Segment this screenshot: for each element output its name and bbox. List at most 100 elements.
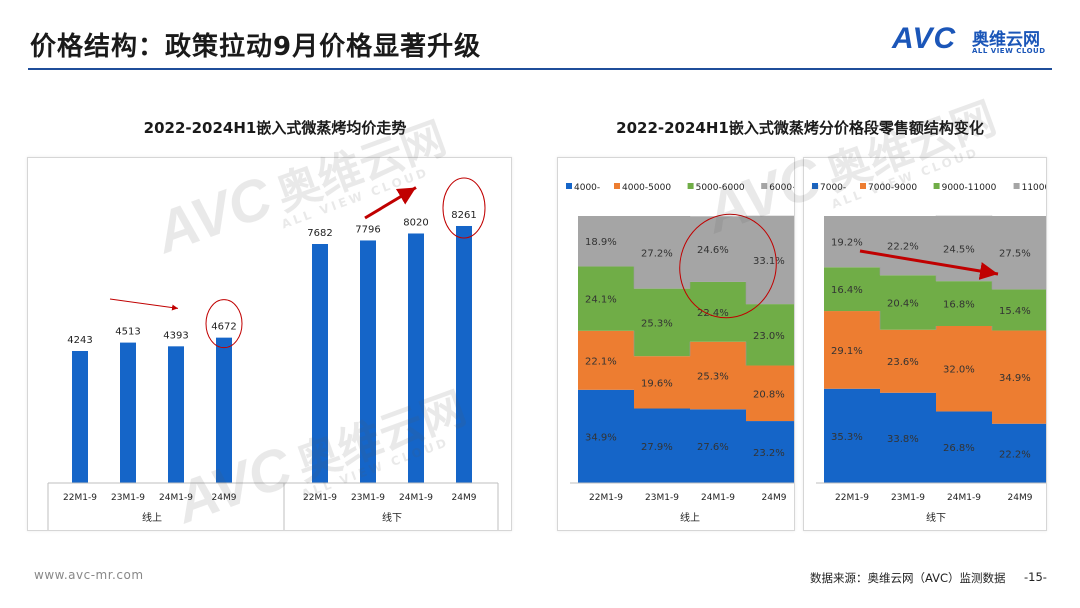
logo-avc-text: AVC: [892, 22, 957, 55]
data-label: 24.6%: [697, 245, 729, 256]
bar-segment: [634, 356, 690, 409]
bar-segment: [746, 304, 802, 366]
legend-swatch: [614, 183, 620, 189]
tick-label: 24M9: [1008, 493, 1033, 503]
data-label: 8261: [451, 210, 476, 221]
data-label: 4513: [115, 327, 140, 338]
chart2-title: 2022-2024H1嵌入式微蒸烤分价格段零售额结构变化: [616, 119, 984, 137]
bar-segment: [992, 216, 1048, 290]
data-label: 27.5%: [999, 249, 1031, 260]
data-label: 19.6%: [641, 378, 673, 389]
data-label: 7796: [355, 224, 380, 235]
bar-segment: [746, 215, 802, 305]
tick-label: 24M9: [452, 493, 477, 503]
tick-label: 23M1-9: [645, 493, 679, 503]
tick-label: 23M1-9: [111, 493, 145, 503]
bar-segment: [824, 267, 880, 312]
data-label: 29.1%: [831, 346, 863, 357]
bar-segment: [634, 288, 690, 357]
bar: [456, 225, 472, 483]
legend-label: 5000-6000: [696, 183, 745, 193]
tick-label: 24M1-9: [159, 493, 193, 503]
bar-segment: [634, 408, 690, 483]
chart1-panel: 4243 22M1-9 4513 23M1-9 4393 24M1-9 4672 24M9 线上…: [27, 157, 512, 531]
legend-swatch: [566, 183, 572, 189]
tick-label: 24M1-9: [701, 493, 735, 503]
footer-website: www.avc-mr.com: [34, 568, 144, 582]
tick-label: 23M1-9: [891, 493, 925, 503]
data-label: 20.4%: [887, 299, 919, 310]
bar-segment: [824, 216, 880, 268]
data-label: 15.4%: [999, 306, 1031, 317]
bar-segment: [746, 421, 802, 483]
data-label: 24.5%: [943, 244, 975, 255]
group-label: 线上: [142, 511, 162, 524]
bar-segment: [992, 423, 1048, 483]
bar: [120, 342, 136, 483]
trend-arrow: [109, 298, 179, 311]
avg-price-chart: 4243 22M1-9 4513 23M1-9 4393 24M1-9 4672 24M9 线上…: [47, 177, 499, 531]
highlight-circle: [442, 177, 486, 239]
bar-segment: [690, 341, 746, 410]
legend-swatch: [812, 183, 818, 189]
header-divider: [28, 68, 1052, 70]
bar-segment: [992, 289, 1048, 331]
data-label: 19.2%: [831, 238, 863, 249]
legend-swatch: [761, 183, 768, 189]
bar: [408, 233, 424, 483]
tick-label: 24M1-9: [947, 493, 981, 503]
highlight-circle: [205, 299, 243, 349]
data-label: 20.8%: [753, 389, 785, 400]
bar: [216, 337, 232, 483]
data-label: 23.0%: [753, 331, 785, 342]
legend-label: 4000-5000: [622, 183, 671, 193]
bar-segment: [578, 266, 634, 331]
bar-segment: [578, 216, 634, 267]
legend-swatch: [860, 183, 866, 189]
data-label: 7682: [307, 228, 332, 239]
tick-label: 24M9: [212, 493, 237, 503]
data-label: 27.6%: [697, 442, 729, 453]
tick-label: 24M1-9: [399, 493, 433, 503]
bar-segment: [824, 311, 880, 389]
bar: [72, 350, 88, 483]
highlight-circle: [679, 213, 777, 319]
data-label: 23.6%: [887, 357, 919, 368]
data-label: 22.1%: [585, 356, 617, 367]
data-label: 18.9%: [585, 237, 617, 248]
bar-segment: [880, 275, 936, 330]
data-label: 4243: [67, 335, 92, 346]
offline-structure-chart: 7000- 7000-9000 9000-11000 11000+ 35.3% 29.1%…: [812, 183, 1058, 524]
bar: [312, 244, 328, 483]
data-label: 8020: [403, 217, 428, 228]
bar-segment: [880, 216, 936, 276]
data-label: 22.4%: [697, 308, 729, 319]
tick-label: 22M1-9: [589, 493, 623, 503]
chart2-online-panel: 4000- 4000-5000 5000-6000 6000+ 34.9% 22.1% 24…: [557, 157, 806, 531]
bar-segment: [936, 281, 992, 327]
data-label: 34.9%: [585, 432, 617, 443]
bar-segment: [690, 281, 746, 342]
tick-label: 24M9: [762, 493, 787, 503]
bar-segment: [690, 409, 746, 483]
data-label: 33.8%: [887, 434, 919, 445]
avc-logo: AVC 奥维云网 ALL VIEW CLOUD: [892, 22, 1057, 60]
data-label: 27.2%: [641, 248, 673, 259]
bar-segment: [880, 392, 936, 483]
footer-source: 数据来源：奥维云网（AVC）监测数据: [810, 571, 1006, 585]
bar-segment: [992, 330, 1048, 424]
legend-label: 4000-: [574, 183, 600, 193]
legend-swatch: [687, 183, 694, 189]
group-label: 线下: [926, 511, 946, 524]
data-label: 35.3%: [831, 432, 863, 443]
bar-segment: [824, 388, 880, 483]
group-label: 线上: [680, 511, 700, 524]
online-structure-chart: 4000- 4000-5000 5000-6000 6000+ 34.9% 22.1% 24…: [566, 183, 806, 524]
bar-segment: [880, 329, 936, 393]
legend-label: 6000+: [769, 183, 794, 193]
chart2-offline-panel: 7000- 7000-9000 9000-11000 11000+ 35.3% 29.1%…: [803, 157, 1058, 531]
legend-label: 11000+: [1022, 183, 1046, 193]
data-label: 22.2%: [887, 242, 919, 253]
data-label: 24.1%: [585, 295, 617, 306]
trend-arrow: [859, 249, 999, 280]
